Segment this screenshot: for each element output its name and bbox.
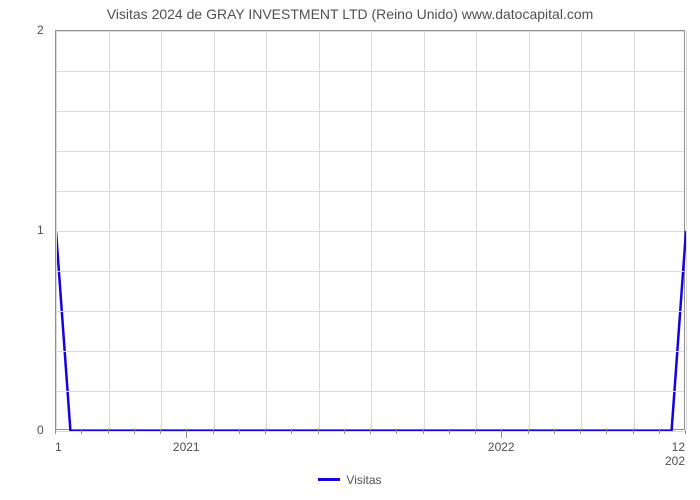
gridline-vertical [686, 31, 687, 429]
y-tick-label: 0 [37, 423, 44, 437]
x-tick-label: 2022 [488, 440, 515, 454]
gridline-vertical [371, 31, 372, 429]
gridline-horizontal [56, 151, 684, 152]
x-tick-minor [344, 430, 345, 434]
x-tick-minor [108, 430, 109, 434]
gridline-vertical [266, 31, 267, 429]
x-tick-major [501, 430, 502, 438]
gridline-vertical [581, 31, 582, 429]
x-tick-minor [213, 430, 214, 434]
x-edge-left-label: 1 [55, 440, 62, 454]
gridline-vertical [161, 31, 162, 429]
gridline-horizontal [56, 231, 684, 232]
gridline-vertical [476, 31, 477, 429]
x-tick-minor [554, 430, 555, 434]
plot-area [55, 30, 685, 430]
x-tick-minor [55, 430, 56, 434]
legend-label: Visitas [346, 473, 381, 487]
gridline-horizontal [56, 271, 684, 272]
x-tick-minor [160, 430, 161, 434]
x-tick-minor [81, 430, 82, 434]
gridline-horizontal [56, 351, 684, 352]
x-tick-minor [396, 430, 397, 434]
gridline-horizontal [56, 31, 684, 32]
gridline-horizontal [56, 71, 684, 72]
x-tick-minor [633, 430, 634, 434]
x-tick-label: 2021 [173, 440, 200, 454]
gridline-horizontal [56, 111, 684, 112]
gridline-vertical [529, 31, 530, 429]
y-tick-label: 2 [37, 23, 44, 37]
gridline-vertical [634, 31, 635, 429]
x-tick-minor [528, 430, 529, 434]
y-tick-label: 1 [37, 223, 44, 237]
gridline-vertical [424, 31, 425, 429]
gridline-vertical [214, 31, 215, 429]
legend-swatch [318, 478, 340, 481]
x-tick-minor [659, 430, 660, 434]
x-tick-minor [449, 430, 450, 434]
x-tick-major [186, 430, 187, 438]
x-tick-minor [370, 430, 371, 434]
x-tick-minor [685, 430, 686, 434]
x-tick-minor [423, 430, 424, 434]
x-tick-minor [475, 430, 476, 434]
x-tick-minor [318, 430, 319, 434]
chart-container: Visitas 2024 de GRAY INVESTMENT LTD (Rei… [0, 0, 700, 500]
gridline-horizontal [56, 311, 684, 312]
x-edge-right-label: 12 [672, 440, 685, 454]
gridline-vertical [109, 31, 110, 429]
legend-item-visitas: Visitas [318, 473, 381, 487]
x-tick-minor [239, 430, 240, 434]
gridline-vertical [319, 31, 320, 429]
chart-title: Visitas 2024 de GRAY INVESTMENT LTD (Rei… [0, 6, 700, 22]
gridline-horizontal [56, 191, 684, 192]
gridline-vertical [56, 31, 57, 429]
x-secondary-label: 202 [665, 454, 685, 468]
gridline-horizontal [56, 391, 684, 392]
x-tick-minor [265, 430, 266, 434]
x-tick-minor [580, 430, 581, 434]
legend: Visitas [0, 470, 700, 487]
x-tick-minor [134, 430, 135, 434]
x-tick-minor [291, 430, 292, 434]
x-tick-minor [606, 430, 607, 434]
